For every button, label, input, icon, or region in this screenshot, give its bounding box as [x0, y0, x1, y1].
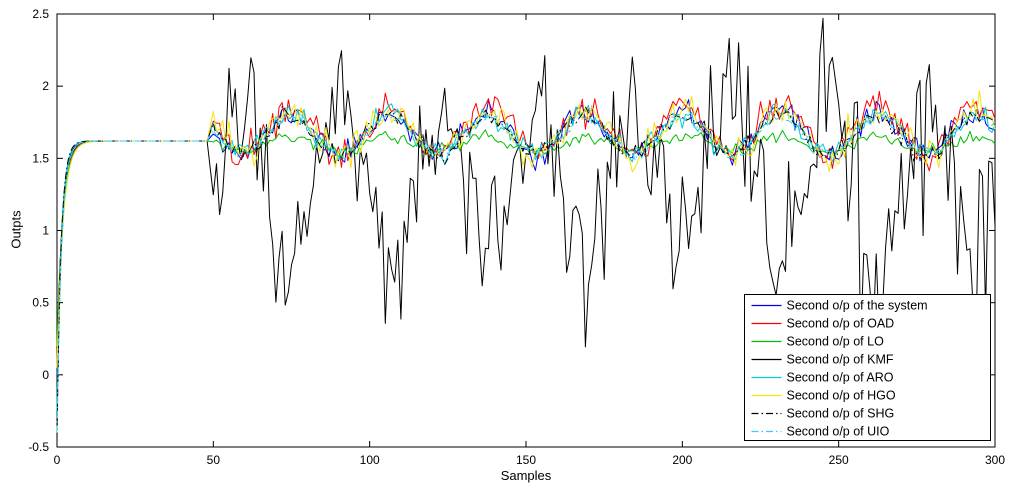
series-lines: [56, 17, 996, 440]
x-tick-label: 150: [516, 453, 536, 467]
legend-box: [744, 294, 991, 441]
x-tick-label: 300: [985, 453, 1005, 467]
y-axis-label: Outpts: [8, 210, 24, 249]
y-tick-label: 2: [42, 79, 49, 93]
legend-label: Second o/p of the system: [787, 299, 928, 313]
x-tick-label: 50: [207, 453, 221, 467]
x-tick-label: 100: [360, 453, 380, 467]
legend-label: Second o/p of HGO: [787, 389, 896, 403]
y-tick-label: -0.5: [28, 440, 49, 454]
y-tick-label: 1.5: [32, 151, 49, 165]
x-tick-label: 250: [829, 453, 849, 467]
x-tick-label: 200: [672, 453, 692, 467]
x-tick-label: 0: [54, 453, 61, 467]
y-tick-label: 0: [42, 368, 49, 382]
legend-label: Second o/p of OAD: [787, 317, 895, 331]
legend-label: Second o/p of KMF: [787, 353, 894, 367]
series-line: [56, 112, 996, 433]
y-tick-label: 2.5: [32, 7, 49, 21]
axis-ticks: 0 50 100 150 200 250 300 -0.5 0 0.5 1 1.5 2 2.5: [28, 7, 1005, 467]
legend-label: Second o/p of LO: [787, 335, 885, 349]
y-tick-label: 1: [42, 224, 49, 238]
series-line: [56, 106, 996, 440]
legend-label: Second o/p of UIO: [787, 425, 890, 439]
x-axis-label: Samples: [500, 468, 552, 483]
legend-label: Second o/p of SHG: [787, 407, 895, 421]
legend: Second o/p of the system Second o/p of OA…: [744, 294, 991, 441]
y-tick-label: 0.5: [32, 296, 49, 310]
legend-label: Second o/p of ARO: [787, 371, 894, 385]
